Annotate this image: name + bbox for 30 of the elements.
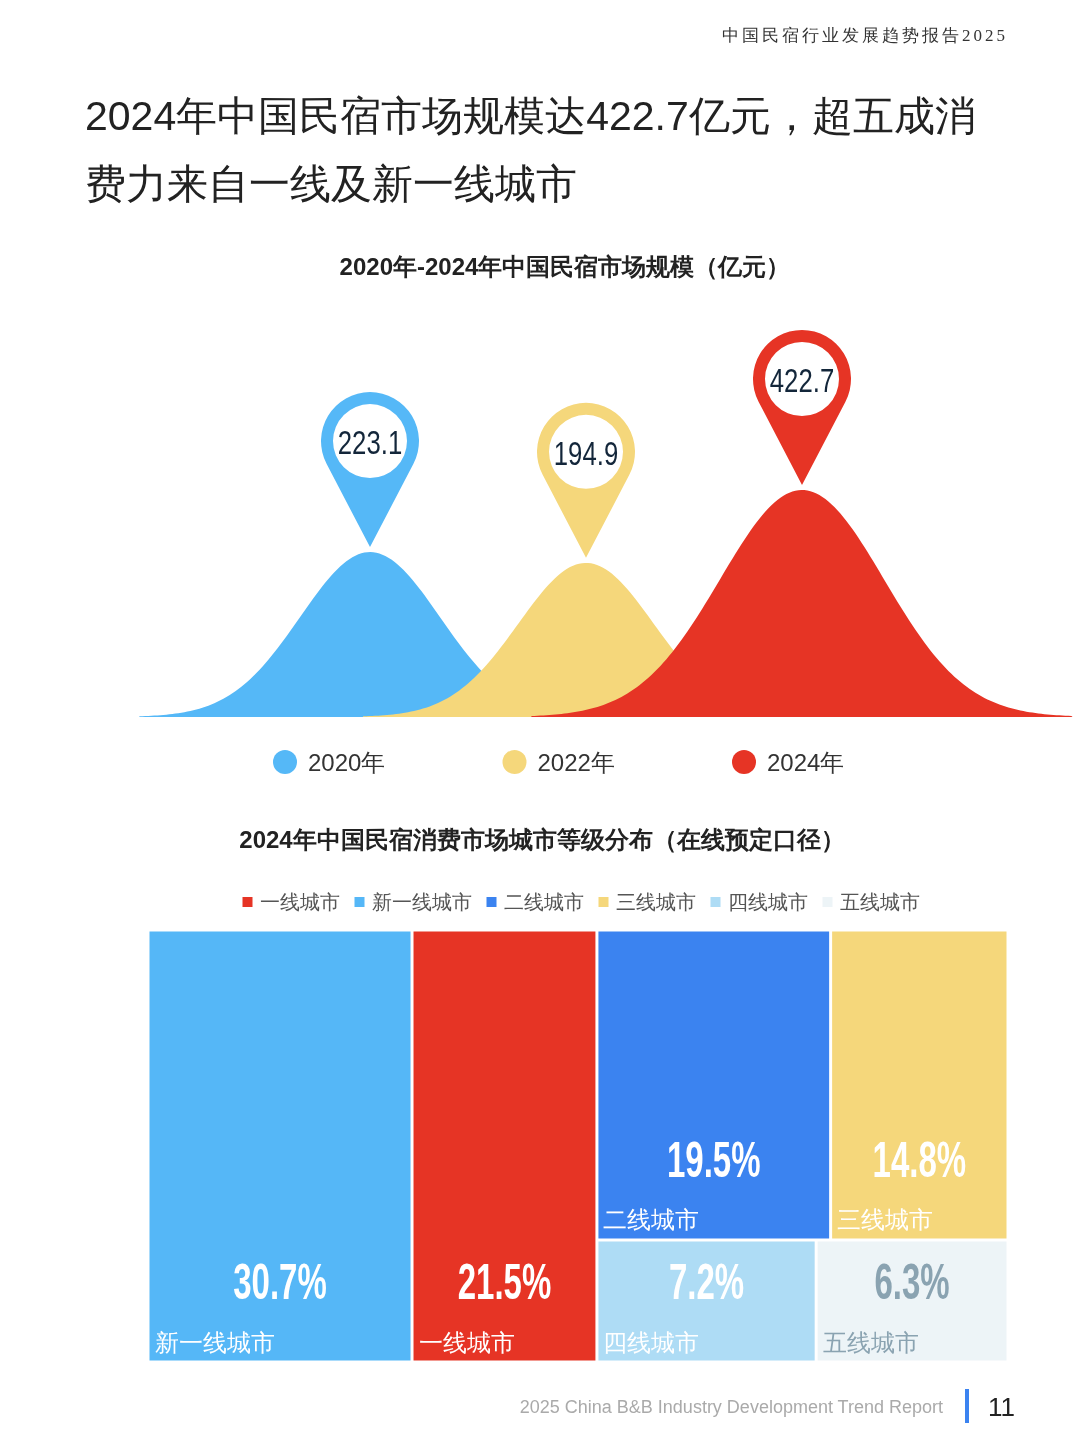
category-label: 新一线城市	[154, 1328, 275, 1356]
category-label: 二线城市	[503, 891, 584, 913]
category-label: 一线城市	[418, 1328, 515, 1356]
category-label: 四线城市	[727, 891, 808, 913]
category-label: 2020年	[308, 749, 386, 776]
category-label: 一线城市	[259, 891, 340, 913]
text: 2020年-2024年中国民宿市场规模（亿元）	[339, 253, 791, 280]
text: 2024年中国民宿消费市场城市等级分布（在线预定口径）	[239, 826, 845, 853]
data-label: 30.7%	[233, 1254, 327, 1310]
category-label: 2024年	[767, 749, 845, 776]
data-label: 21.5%	[457, 1254, 552, 1310]
category-label: 五线城市	[839, 891, 920, 913]
data-label: 194.9	[553, 434, 619, 472]
text: 2024年中国民宿市场规模达422.7亿元，超五成消费力来自一线及新一线城市	[85, 92, 977, 209]
text: 2025 China B&B Industry Development Trend Report	[519, 1397, 943, 1417]
category-label: 四线城市	[603, 1328, 700, 1356]
category-label: 2022年	[537, 749, 615, 776]
category-label: 五线城市	[822, 1328, 919, 1356]
data-label: 422.7	[769, 361, 835, 399]
text: 中国民宿行业发展趋势报告2025	[722, 26, 1008, 45]
category-label: 新一线城市	[371, 891, 472, 913]
category-label: 三线城市	[837, 1206, 934, 1234]
data-label: 6.3%	[874, 1254, 950, 1310]
data-label: 19.5%	[666, 1132, 761, 1188]
category-label: 三线城市	[615, 891, 696, 913]
category-label: 二线城市	[603, 1206, 700, 1234]
data-label: 7.2%	[668, 1254, 745, 1310]
data-label: 223.1	[337, 423, 403, 461]
data-label: 14.8%	[872, 1132, 967, 1188]
text: 11	[988, 1392, 1015, 1422]
